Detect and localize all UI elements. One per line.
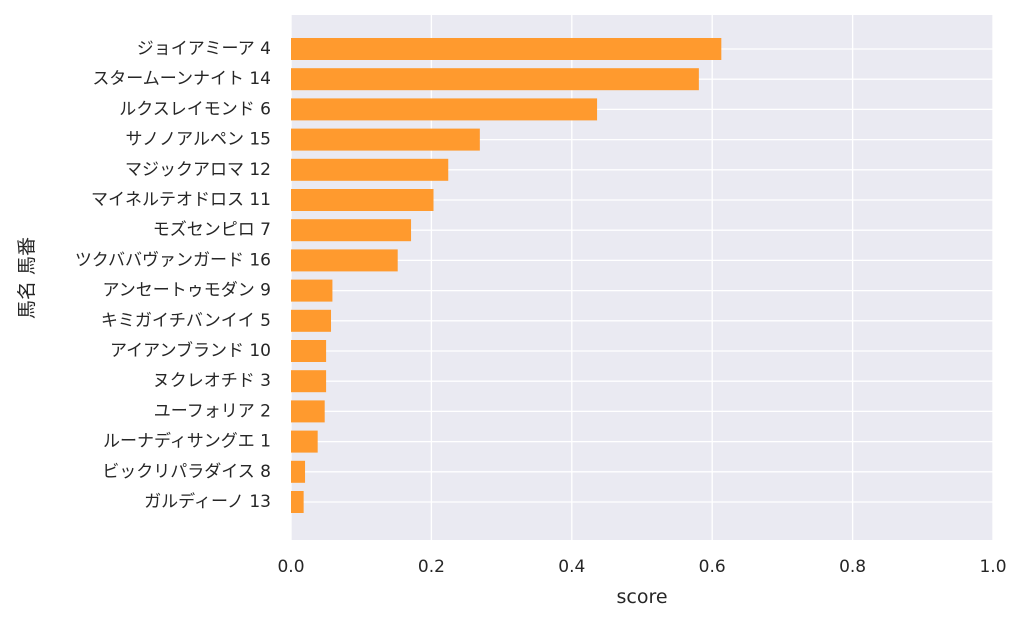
plot-area — [291, 15, 993, 540]
y-tick-label: ガルディーノ 13 — [144, 491, 271, 512]
bar — [291, 309, 332, 332]
bar — [291, 158, 449, 181]
bar — [291, 219, 412, 242]
x-tick-labels: 0.0 0.2 0.4 0.6 0.8 1.0 — [277, 557, 1006, 577]
bar — [291, 279, 333, 302]
y-tick-label: スタームーンナイト 14 — [92, 69, 271, 89]
y-tick-label: ツクババヴァンガード 16 — [75, 250, 271, 270]
y-tick-label: ルクスレイモンド 6 — [119, 99, 271, 119]
y-tick-labels: ジョイアミーア 4 スタームーンナイト 14 ルクスレイモンド 6 サノノアルペン 1… — [75, 39, 271, 512]
y-tick-label: ビックリパラダイス 8 — [102, 462, 271, 482]
x-tick-label: 0.8 — [839, 557, 866, 577]
y-tick-label: ユーフォリア 2 — [154, 401, 271, 421]
y-tick-label: アイアンブランド 10 — [110, 340, 271, 361]
x-tick-label: 0.4 — [558, 557, 585, 577]
bar — [291, 128, 480, 151]
bar — [291, 189, 434, 211]
y-tick-label: ヌクレオチド 3 — [153, 371, 271, 391]
y-tick-label: サノノアルペン 15 — [125, 130, 271, 150]
x-tick-label: 1.0 — [979, 557, 1006, 577]
bar — [291, 68, 699, 91]
bar — [291, 98, 598, 121]
bar — [291, 430, 318, 453]
x-tick-label: 0.0 — [277, 557, 304, 577]
y-axis-title: 馬名 馬番 — [16, 237, 38, 319]
y-tick-label: ジョイアミーア 4 — [137, 39, 271, 59]
x-tick-label: 0.6 — [699, 557, 726, 577]
bar — [291, 249, 398, 272]
x-axis-title: score — [616, 586, 667, 608]
bar — [291, 38, 722, 60]
bars — [291, 38, 722, 513]
bar — [291, 370, 327, 393]
y-tick-label: マイネルテオドロス 11 — [91, 190, 271, 210]
x-tick-label: 0.2 — [418, 557, 445, 577]
y-tick-label: マジックアロマ 12 — [125, 160, 271, 180]
bar — [291, 400, 325, 423]
bar — [291, 460, 306, 483]
y-tick-label: モズセンピロ 7 — [153, 220, 271, 240]
bar — [291, 340, 327, 362]
bar — [291, 491, 304, 513]
y-tick-label: ルーナディサングエ 1 — [103, 431, 271, 452]
y-tick-label: アンセートゥモダン 9 — [102, 281, 271, 301]
y-tick-label: キミガイチバンイイ 5 — [101, 311, 271, 331]
